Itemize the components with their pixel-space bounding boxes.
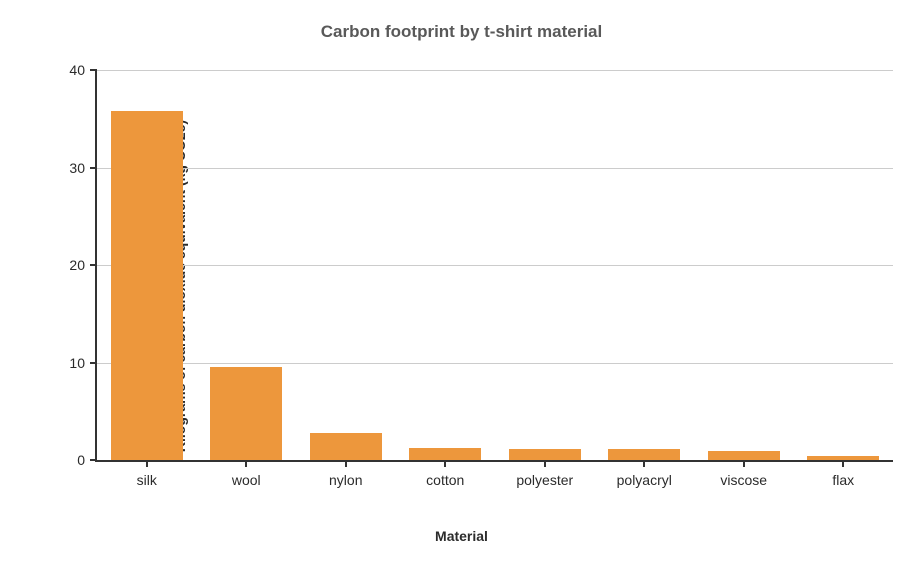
bar-slot: cotton: [396, 70, 496, 460]
y-tick-mark: [90, 167, 97, 169]
bar-slot: nylon: [296, 70, 396, 460]
bar: [708, 451, 780, 460]
x-tick-mark: [146, 460, 148, 467]
bars-group: silkwoolnyloncottonpolyesterpolyacrylvis…: [97, 70, 893, 460]
bar-slot: polyester: [495, 70, 595, 460]
y-tick-mark: [90, 362, 97, 364]
x-tick-mark: [245, 460, 247, 467]
bar: [608, 449, 680, 460]
x-tick-mark: [444, 460, 446, 467]
bar-slot: polyacryl: [595, 70, 695, 460]
x-tick-mark: [544, 460, 546, 467]
bar: [409, 448, 481, 460]
bar: [111, 111, 183, 460]
y-tick-mark: [90, 69, 97, 71]
chart-title: Carbon footprint by t-shirt material: [0, 22, 923, 42]
bar-slot: wool: [197, 70, 297, 460]
y-tick-mark: [90, 459, 97, 461]
bar: [509, 449, 581, 460]
x-tick-mark: [842, 460, 844, 467]
bar-slot: silk: [97, 70, 197, 460]
bar: [310, 433, 382, 460]
bar-slot: viscose: [694, 70, 794, 460]
bar: [210, 367, 282, 460]
x-axis-label: Material: [0, 528, 923, 544]
plot-area: silkwoolnyloncottonpolyesterpolyacrylvis…: [95, 70, 893, 462]
x-tick-mark: [743, 460, 745, 467]
x-tick-mark: [345, 460, 347, 467]
bar-slot: flax: [794, 70, 894, 460]
chart-container: Carbon footprint by t-shirt material Kil…: [0, 0, 923, 572]
y-tick-mark: [90, 264, 97, 266]
x-tick-mark: [643, 460, 645, 467]
